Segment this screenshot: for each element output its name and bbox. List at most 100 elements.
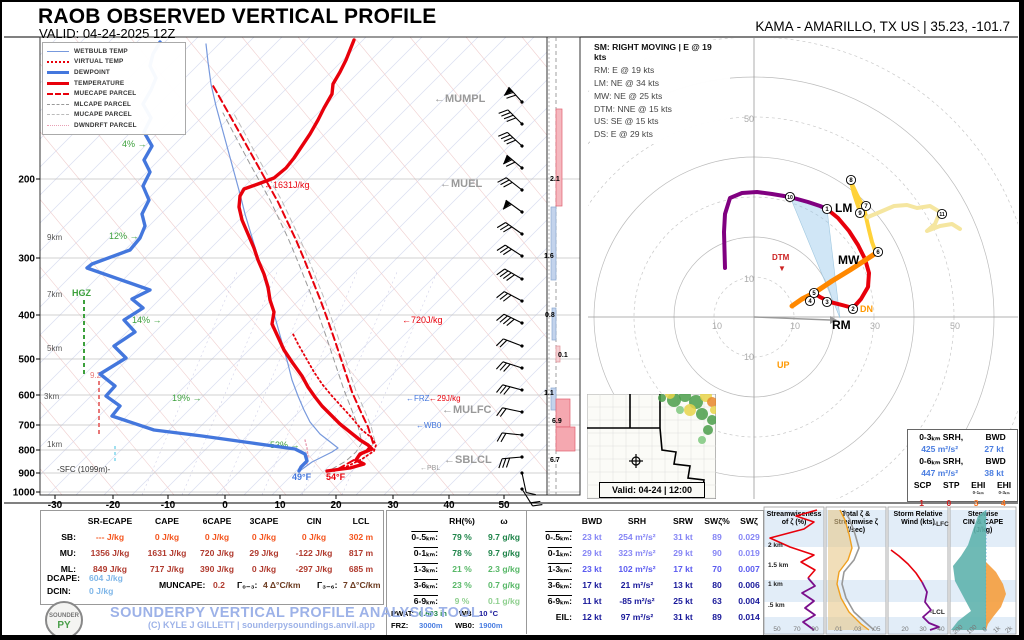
kinematics-value: 90 <box>712 548 722 558</box>
kinematics-value: 13 kt <box>673 580 693 590</box>
moisture-header: ω <box>500 516 508 526</box>
pwat-value: 0.603 in <box>419 609 447 618</box>
kinematics-value: 23 kt <box>582 532 602 542</box>
thermo-row-label: SB: <box>61 532 76 542</box>
kinematics-header <box>531 513 575 529</box>
storm-motion-line: DS: E @ 29 kts <box>594 129 653 140</box>
pressure-tick: 500 <box>18 355 35 366</box>
thermo-value: 302 m <box>348 532 374 542</box>
height-marker-10km: 10 <box>784 191 796 203</box>
kinematics-value: 31 kt <box>673 532 693 542</box>
storm-motion-line: MW: NE @ 25 kts <box>594 90 663 101</box>
legend-line-sample <box>47 114 69 116</box>
skewt-annotation: 7km <box>47 290 62 299</box>
kinematics-value: 80 <box>712 580 722 590</box>
skewt-annotation: 1km <box>47 440 62 449</box>
thermo-value: 0 J/kg <box>154 532 180 542</box>
panel-height-label: 2 km <box>768 542 783 549</box>
index-value: 0 <box>946 498 952 508</box>
panel-title: Wind (kts) <box>901 519 935 526</box>
legend-item: DEWPOINT <box>47 67 181 78</box>
kinematics-value: 25 kt <box>673 596 693 606</box>
ring-label: 10 <box>744 274 754 284</box>
thermo-value: -122 J/kg <box>295 548 333 558</box>
wind-barb <box>520 487 543 507</box>
legend-line-sample <box>47 50 69 52</box>
skewt-legend: WETBULB TEMP VIRTUAL TEMP DEWPOINT TEMPERAT… <box>42 42 186 135</box>
bwd3-label: BWD <box>985 431 1006 442</box>
kinematics-header: SRH <box>627 516 647 526</box>
dcin-value: 0 J/kg <box>89 586 114 596</box>
footer-credit[interactable]: (C) KYLE J GILLETT | sounderpysoundings.… <box>148 620 376 630</box>
hodograph-stats-box: 0-3ₖₘ SRH, BWD 425 m²/s² 27 kt 0-6ₖₘ SRH… <box>907 429 1018 508</box>
moisture-value: 9 % <box>454 596 470 606</box>
wind-barb <box>496 432 524 443</box>
height-marker-3km: 3 <box>821 296 833 308</box>
temp-tick: -10 <box>161 500 176 511</box>
strip-bar-value: 1.1 <box>544 390 554 397</box>
index-value: 1 <box>919 498 924 508</box>
kinematics-header: BWD <box>581 516 603 526</box>
skewt-annotation: 9km <box>47 233 62 242</box>
pressure-tick: 1000 <box>13 488 36 499</box>
moisture-header: RH(%) <box>449 516 475 526</box>
dcape-label: DCAPE: <box>47 573 80 583</box>
moisture-value: 2.3 g/kg <box>488 564 520 574</box>
hodograph-plot: 10 10 30 50 10 10 50 1 2 3 45 6 7 8 9 10 11 LM MW RM DTM ▼ UP D… <box>588 38 1018 499</box>
skewt-annotation: ←MUEL <box>440 178 482 190</box>
panel-height-label: 1.5 km <box>768 562 788 569</box>
kinematics-value: 102 m²/s² <box>618 564 656 574</box>
height-marker-number: 2 <box>851 307 855 313</box>
pressure-tick: 400 <box>18 311 35 322</box>
kinematics-value: 29 kt <box>582 548 602 558</box>
legend-item: MUECAPE PARCEL <box>47 88 181 99</box>
mucape-parcel-curve <box>233 113 376 469</box>
moisture-value: 9.7 g/kg <box>488 548 520 558</box>
temp-tick: 20 <box>330 500 342 511</box>
panel-tick: 70 <box>793 626 801 633</box>
panel-title: Storm Relative <box>893 511 942 518</box>
composite-indices-header: SCP STP EHI 0-1ₖₘ EHI 0-3ₖₘ <box>908 480 1017 496</box>
kinematics-value: 0.006 <box>738 580 760 590</box>
bwd6-label: BWD <box>985 455 1006 466</box>
height-marker-number: 3 <box>825 300 829 306</box>
legend-item: TEMPERATURE <box>47 78 181 89</box>
muecape-parcel-curve <box>211 83 374 470</box>
ring-label: 50 <box>744 114 754 124</box>
wb0-label: WB0: <box>455 621 475 630</box>
strip-bar-value: 0.8 <box>545 312 555 319</box>
skewt-annotation: 4% → <box>122 139 147 149</box>
kinematics-value: 29 kt <box>673 548 693 558</box>
thermo-value: 0 J/kg <box>301 532 327 542</box>
temperature-curve <box>237 38 374 473</box>
legend-item-label: WETBULB TEMP <box>74 47 128 55</box>
wb-label: WB: <box>459 609 475 618</box>
moisture-row-label: 0-.5ₖₘ: <box>411 532 438 542</box>
index-label: STP <box>942 480 960 490</box>
skewt-annotation: 3km <box>44 392 59 401</box>
panel-tick: .03 <box>852 626 861 633</box>
ring-label: 10 <box>712 321 722 331</box>
kinematics-value: 23 kt <box>582 564 602 574</box>
kinematics-value: 97 m²/s² <box>620 612 654 622</box>
height-marker-number: 10 <box>787 195 793 201</box>
thermo-value: 717 J/kg <box>150 564 184 574</box>
frz-label: FRZ: <box>391 621 409 630</box>
index-value: 3 <box>973 498 979 508</box>
thermo-value: 685 m <box>348 564 374 574</box>
legend-line-sample <box>47 103 69 105</box>
wind-barb <box>498 109 524 126</box>
thermo-value: 390 J/kg <box>200 564 234 574</box>
skewt-annotation: 19% → <box>172 393 202 403</box>
panel-title: Total ζ & <box>842 511 870 518</box>
panel-tick: 30 <box>919 626 927 633</box>
kinematics-header: SWζ <box>740 516 758 526</box>
thermo-header: 6CAPE <box>202 516 232 526</box>
kinematics-value: 70 <box>712 564 722 574</box>
panel-tick: .05 <box>871 626 880 633</box>
thermo-header: SR-ECAPE <box>87 516 133 526</box>
skewt-annotation: 9.2 <box>90 371 102 380</box>
moisture-value: 21 % <box>452 564 472 574</box>
